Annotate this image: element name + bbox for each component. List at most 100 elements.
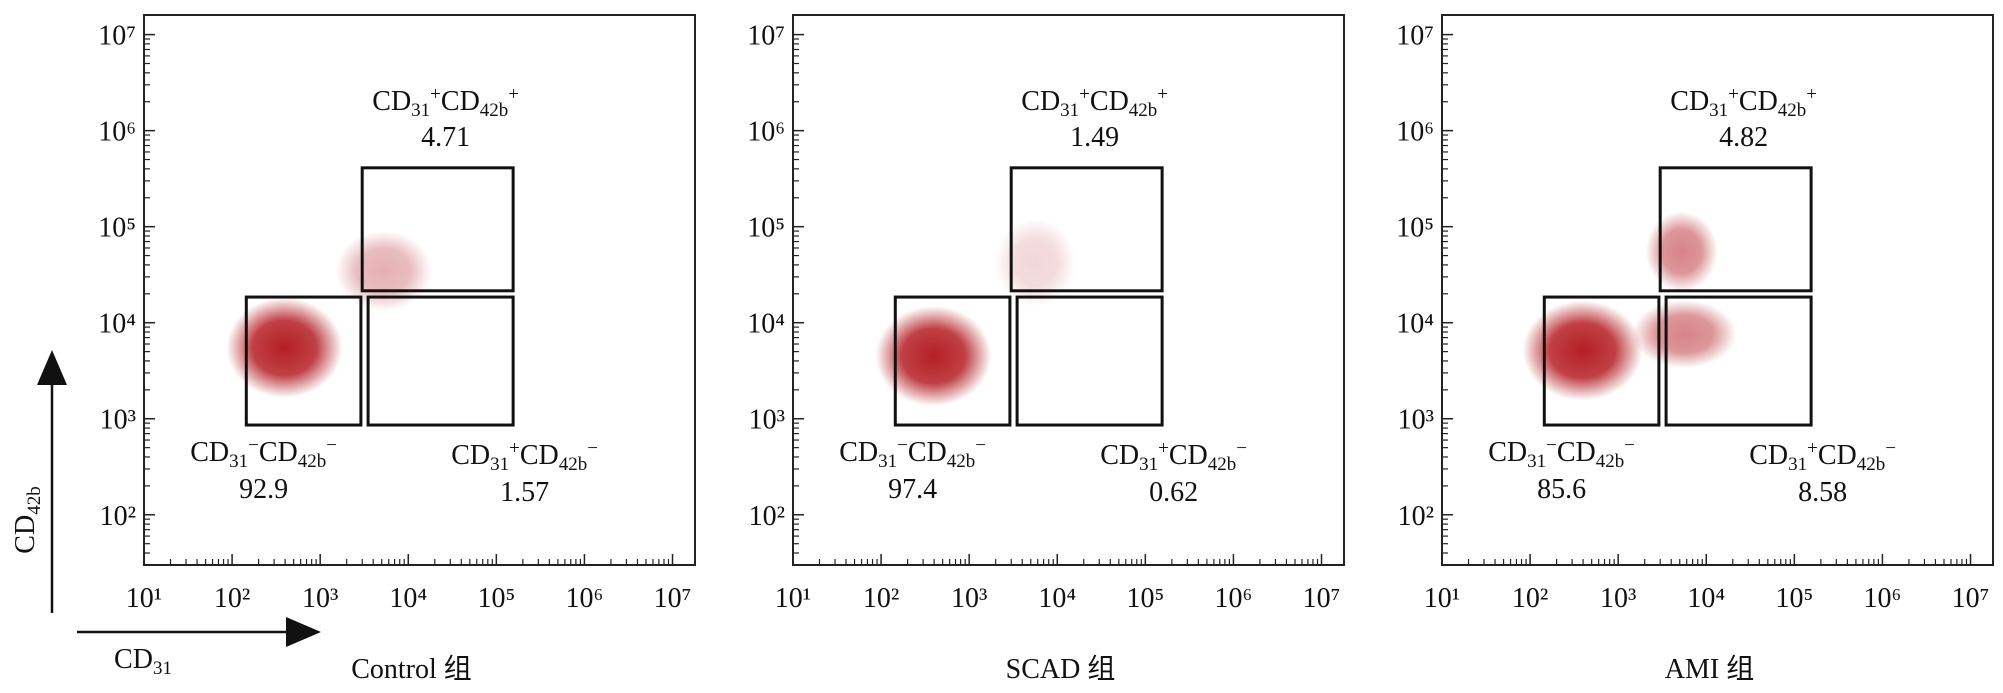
gate-percent: 92.9 <box>239 474 288 505</box>
gate-percent: 4.71 <box>421 122 470 153</box>
gate-label: CD31+CD42b+ <box>372 83 519 120</box>
label-piece: − <box>1546 435 1557 456</box>
label-piece: CD <box>839 437 878 468</box>
label-piece: − <box>248 435 259 456</box>
x-tick-label: 10¹ <box>126 583 162 614</box>
gate-label: CD31+CD42b− <box>1100 438 1247 475</box>
label-piece: 42b <box>24 486 45 515</box>
x-tick-label: 10² <box>863 583 899 614</box>
y-tick-label: 10⁵ <box>1396 213 1434 244</box>
label-piece: + <box>508 83 519 104</box>
gate <box>360 166 515 293</box>
gate-label: CD31−CD42b− <box>1488 435 1635 472</box>
label-piece: + <box>430 83 441 104</box>
x-axis-label: CD31 <box>114 644 172 679</box>
label-piece: CD <box>1557 437 1596 468</box>
label-piece: − <box>1236 438 1247 459</box>
y-tick-label: 10⁵ <box>747 213 785 244</box>
y-tick-label: 10⁴ <box>747 309 785 340</box>
cell-cloud <box>875 306 992 406</box>
y-tick-label: 10³ <box>100 405 136 436</box>
cell-cloud <box>1645 211 1718 292</box>
x-tick-label: 10⁵ <box>477 583 515 614</box>
label-piece: 31 <box>490 454 509 475</box>
x-tick-label: 10⁶ <box>1864 583 1902 614</box>
y-tick-label: 10³ <box>749 405 785 436</box>
y-tick-label: 10⁴ <box>1396 309 1434 340</box>
label-piece: CD <box>441 86 480 117</box>
x-tick-label: 10³ <box>951 583 987 614</box>
label-piece: 31 <box>1527 451 1546 472</box>
x-tick-label: 10¹ <box>1424 583 1460 614</box>
x-tick-label: 10⁴ <box>1038 583 1076 614</box>
y-tick-label: 10³ <box>1398 405 1434 436</box>
gate <box>893 295 1012 427</box>
label-piece: CD <box>1670 86 1709 117</box>
label-piece: 42b <box>480 100 509 121</box>
cell-cloud <box>1632 300 1737 368</box>
y-axis-label: CD42b <box>10 486 45 553</box>
y-tick-label: 10⁶ <box>98 117 136 148</box>
gate-percent: 0.62 <box>1149 477 1198 508</box>
cell-cloud <box>1522 300 1643 401</box>
label-piece: CD <box>1100 440 1139 471</box>
label-piece: + <box>1806 83 1817 104</box>
y-tick-label: 10² <box>100 501 136 532</box>
gate <box>1658 166 1813 293</box>
label-piece: 42b <box>1778 100 1807 121</box>
label-piece: 31 <box>1060 100 1079 121</box>
label-piece: − <box>1624 435 1635 456</box>
x-tick-label: 10³ <box>1600 583 1636 614</box>
x-tick-label: 10³ <box>302 583 338 614</box>
x-tick-label: 10² <box>214 583 250 614</box>
label-piece: − <box>587 438 598 459</box>
label-piece: − <box>897 435 908 456</box>
cell-cloud <box>995 218 1076 307</box>
gate-percent: 1.57 <box>500 477 549 508</box>
gate <box>1664 295 1813 427</box>
gate-label: CD31−CD42b− <box>839 435 986 472</box>
x-tick-label: 10⁴ <box>389 583 427 614</box>
gate <box>244 295 363 427</box>
gate-percent: 1.49 <box>1070 122 1119 153</box>
label-piece: − <box>975 435 986 456</box>
label-piece: CD <box>1021 86 1060 117</box>
label-piece: 31 <box>878 451 897 472</box>
panel-title: SCAD 组 <box>1006 653 1116 685</box>
x-tick-label: 10¹ <box>775 583 811 614</box>
y-tick-label: 10⁷ <box>747 21 785 52</box>
plot-frame <box>1441 14 1994 566</box>
label-piece: + <box>1158 438 1169 459</box>
y-tick-label: 10⁵ <box>98 213 136 244</box>
label-piece: CD <box>1749 440 1788 471</box>
label-piece: CD <box>1818 440 1857 471</box>
gate <box>1542 295 1661 427</box>
label-piece: 42b <box>1129 100 1158 121</box>
label-piece: + <box>1728 83 1739 104</box>
label-piece: − <box>326 435 337 456</box>
label-piece: 42b <box>1208 454 1237 475</box>
label-piece: 31 <box>229 451 248 472</box>
cell-cloud <box>226 297 343 398</box>
label-piece: + <box>1157 83 1168 104</box>
label-piece: CD <box>372 86 411 117</box>
x-tick-label: 10⁵ <box>1775 583 1813 614</box>
y-tick-label: 10⁴ <box>98 309 136 340</box>
label-piece: 31 <box>1139 454 1158 475</box>
gate-label: CD31+CD42b+ <box>1670 83 1817 120</box>
y-tick-label: 10⁷ <box>98 21 136 52</box>
label-piece: CD <box>1169 440 1208 471</box>
gate-label: CD31+CD42b− <box>1749 438 1896 475</box>
label-piece: CD <box>908 437 947 468</box>
y-tick-label: 10⁶ <box>1396 117 1434 148</box>
label-piece: + <box>509 438 520 459</box>
x-tick-label: 10⁴ <box>1687 583 1725 614</box>
x-tick-label: 10⁷ <box>1952 583 1990 614</box>
label-piece: CD <box>259 437 298 468</box>
gate-percent: 85.6 <box>1537 474 1586 505</box>
label-piece: CD <box>1090 86 1129 117</box>
label-piece: CD <box>1739 86 1778 117</box>
x-tick-label: 10⁶ <box>1215 583 1253 614</box>
gate-percent: 97.4 <box>888 474 937 505</box>
